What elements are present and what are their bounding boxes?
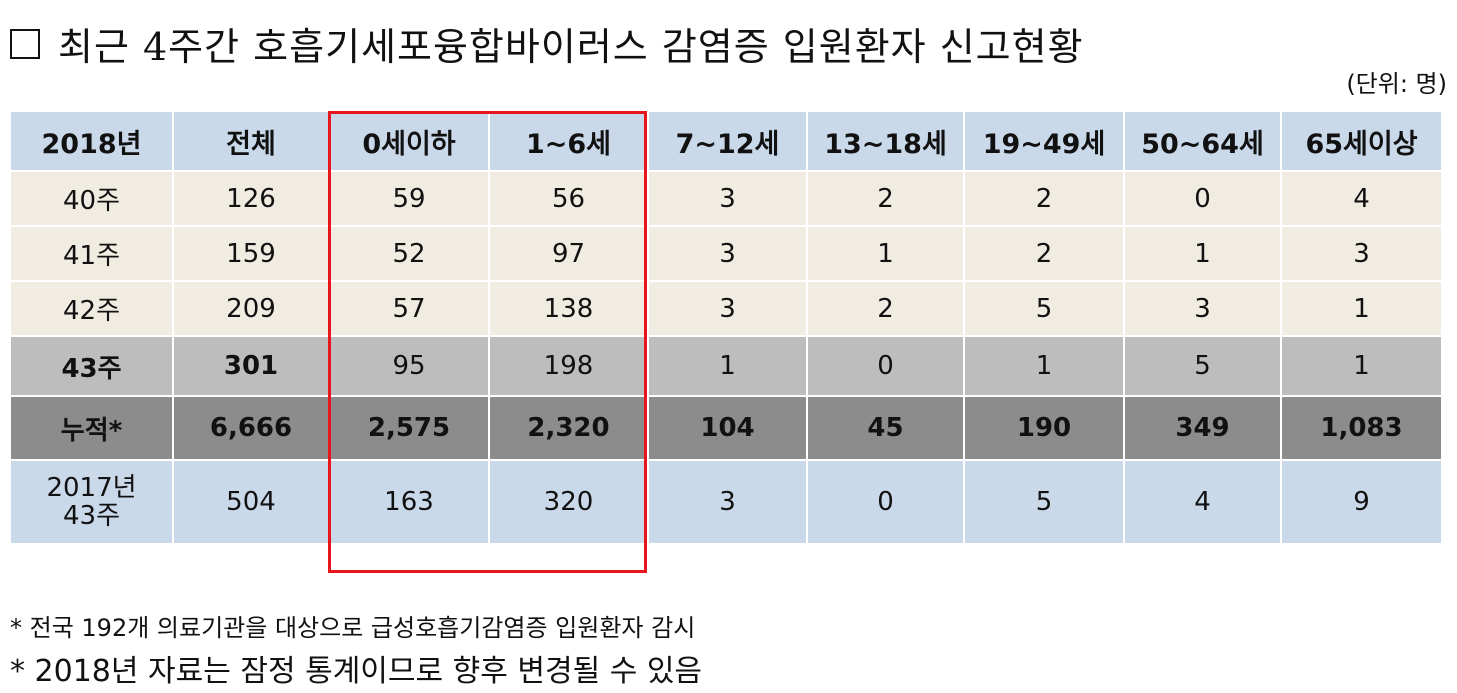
table-cell: 1,083 xyxy=(1281,395,1441,460)
checkbox-square-icon xyxy=(10,28,40,59)
table-cell: 4 xyxy=(1124,459,1282,543)
table-cell: 59 xyxy=(329,170,490,226)
table-cell: 5 xyxy=(964,459,1125,543)
table-cell: 3 xyxy=(1124,280,1282,336)
table-cell: 9 xyxy=(1281,459,1441,543)
table-cell: 누적* xyxy=(11,395,174,460)
table-header-row: 2018년 전체 0세이하 1~6세 7~12세 13~18세 19~49세 5… xyxy=(11,112,1441,171)
table-cell: 1 xyxy=(1124,225,1282,281)
table-cell: 0 xyxy=(807,335,965,396)
table-cell: 2,575 xyxy=(329,395,490,460)
header-cell: 19~49세 xyxy=(964,112,1125,171)
table-cell: 2 xyxy=(964,170,1125,226)
table-cell: 97 xyxy=(489,225,649,281)
table-cell: 42주 xyxy=(11,280,174,336)
header-cell: 2018년 xyxy=(11,112,174,171)
table-cell: 95 xyxy=(329,335,490,396)
table-row-previous-year: 2017년 43주 504 163 320 3 0 5 4 9 xyxy=(11,459,1441,543)
table-cell: 320 xyxy=(489,459,649,543)
table-cell: 2 xyxy=(807,170,965,226)
table-cell: 1 xyxy=(964,335,1125,396)
table-cell: 209 xyxy=(173,280,330,336)
table-cell: 3 xyxy=(1281,225,1441,281)
table-row-cumulative: 누적* 6,666 2,575 2,320 104 45 190 349 1,0… xyxy=(11,395,1441,460)
table-cell: 159 xyxy=(173,225,330,281)
table-cell: 0 xyxy=(807,459,965,543)
table-cell: 104 xyxy=(648,395,808,460)
table-cell: 5 xyxy=(1124,335,1282,396)
table-row: 41주 159 52 97 3 1 2 1 3 xyxy=(11,225,1441,281)
footnote-1: * 전국 192개 의료기관을 대상으로 급성호흡기감염증 입원환자 감시 xyxy=(10,614,696,642)
header-cell: 50~64세 xyxy=(1124,112,1282,171)
table-cell: 6,666 xyxy=(173,395,330,460)
table-cell: 3 xyxy=(648,459,808,543)
header-cell: 0세이하 xyxy=(329,112,490,171)
table-cell: 504 xyxy=(173,459,330,543)
table-cell: 45 xyxy=(807,395,965,460)
table-cell: 4 xyxy=(1281,170,1441,226)
table-cell: 3 xyxy=(648,170,808,226)
table-cell: 3 xyxy=(648,225,808,281)
stats-table: 2018년 전체 0세이하 1~6세 7~12세 13~18세 19~49세 5… xyxy=(11,112,1441,543)
table-cell: 138 xyxy=(489,280,649,336)
header-cell: 전체 xyxy=(173,112,330,171)
prev-year-label: 2017년 xyxy=(46,473,137,503)
table-cell: 198 xyxy=(489,335,649,396)
table-cell-prev-label: 2017년 43주 xyxy=(11,459,174,543)
table-cell: 2,320 xyxy=(489,395,649,460)
header-cell: 7~12세 xyxy=(648,112,808,171)
table-cell: 2 xyxy=(964,225,1125,281)
unit-label: (단위: 명) xyxy=(1346,70,1447,98)
table-cell: 40주 xyxy=(11,170,174,226)
table-cell: 301 xyxy=(173,335,330,396)
page-title: 최근 4주간 호흡기세포융합바이러스 감염증 입원환자 신고현황 xyxy=(58,25,1084,69)
footnote-2: * 2018년 자료는 잠정 통계이므로 향후 변경될 수 있음 xyxy=(10,654,703,689)
table-row: 40주 126 59 56 3 2 2 0 4 xyxy=(11,170,1441,226)
table-row: 42주 209 57 138 3 2 5 3 1 xyxy=(11,280,1441,336)
table-cell: 1 xyxy=(1281,335,1441,396)
table-cell: 349 xyxy=(1124,395,1282,460)
table-cell: 0 xyxy=(1124,170,1282,226)
prev-week-label: 43주 xyxy=(62,501,120,531)
table-cell: 163 xyxy=(329,459,490,543)
table-row-current-week: 43주 301 95 198 1 0 1 5 1 xyxy=(11,335,1441,396)
header-cell: 13~18세 xyxy=(807,112,965,171)
table-cell: 5 xyxy=(964,280,1125,336)
table-cell: 1 xyxy=(807,225,965,281)
header-cell: 65세이상 xyxy=(1281,112,1441,171)
title-row: 최근 4주간 호흡기세포융합바이러스 감염증 입원환자 신고현황 xyxy=(10,16,1084,71)
table-cell: 1 xyxy=(1281,280,1441,336)
header-cell: 1~6세 xyxy=(489,112,649,171)
table-cell: 43주 xyxy=(11,335,174,396)
table-cell: 1 xyxy=(648,335,808,396)
table-cell: 41주 xyxy=(11,225,174,281)
table-cell: 190 xyxy=(964,395,1125,460)
table-cell: 3 xyxy=(648,280,808,336)
table-cell: 57 xyxy=(329,280,490,336)
table-cell: 56 xyxy=(489,170,649,226)
table-cell: 2 xyxy=(807,280,965,336)
table-cell: 126 xyxy=(173,170,330,226)
table-cell: 52 xyxy=(329,225,490,281)
